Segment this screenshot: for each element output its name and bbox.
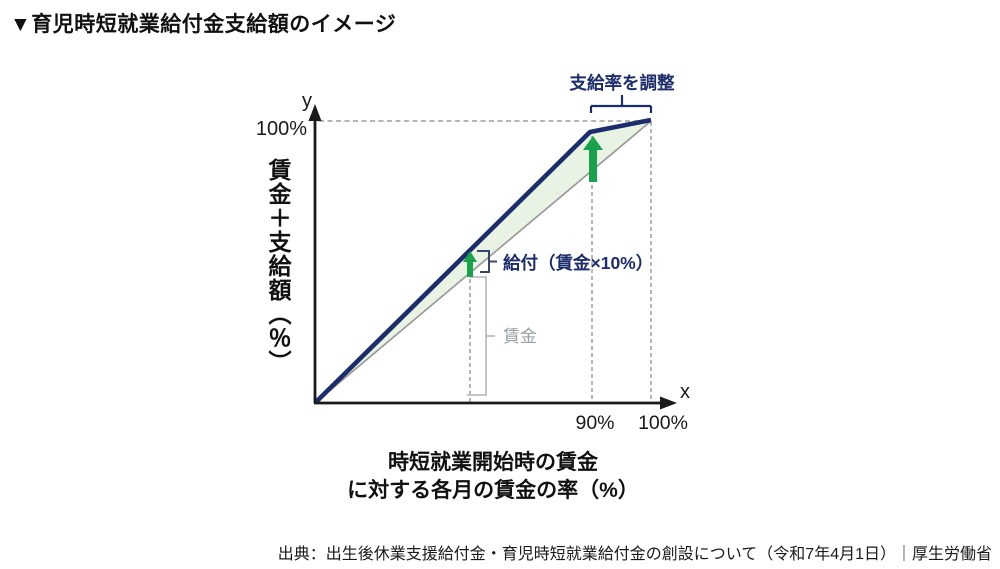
x-tick-100: 100% bbox=[638, 412, 688, 434]
figure-title: ▼育児時短就業給付金支給額のイメージ bbox=[10, 13, 397, 36]
y-axis-letter: y bbox=[302, 90, 312, 112]
annotation-adjust-rate: 支給率を調整 bbox=[569, 73, 675, 93]
benefit-line bbox=[313, 117, 652, 405]
annotation-wage: 賃金 bbox=[503, 327, 537, 346]
wage-height-bracket bbox=[467, 276, 495, 396]
x-axis-title: 時短就業開始時の賃金 に対する各月の賃金の率（%） bbox=[283, 449, 703, 505]
x-axis-arrowhead-icon bbox=[660, 396, 677, 410]
benefit-up-arrow-large-icon bbox=[583, 136, 603, 182]
x-axis-title-line1: 時短就業開始時の賃金 bbox=[388, 451, 598, 474]
y-axis-title: 賃金＋支給額（％） bbox=[265, 158, 291, 374]
x-tick-90: 90% bbox=[575, 412, 614, 434]
y-axis-arrowhead-icon bbox=[308, 104, 322, 121]
x-axis-letter: x bbox=[680, 381, 690, 403]
adjust-range-bracket bbox=[589, 95, 653, 113]
y-tick-100: 100% bbox=[256, 118, 307, 140]
source-caption: 出典：出生後休業支援給付金・育児時短就業給付金の創設について（令和7年4月1日）… bbox=[277, 546, 992, 563]
annotation-benefit: 給付（賃金×10%） bbox=[503, 253, 653, 273]
benefit-gap-bracket bbox=[477, 250, 497, 273]
benefit-up-arrow-small-icon bbox=[463, 251, 477, 277]
x-axis-title-line2: に対する各月の賃金の率（%） bbox=[347, 479, 639, 502]
